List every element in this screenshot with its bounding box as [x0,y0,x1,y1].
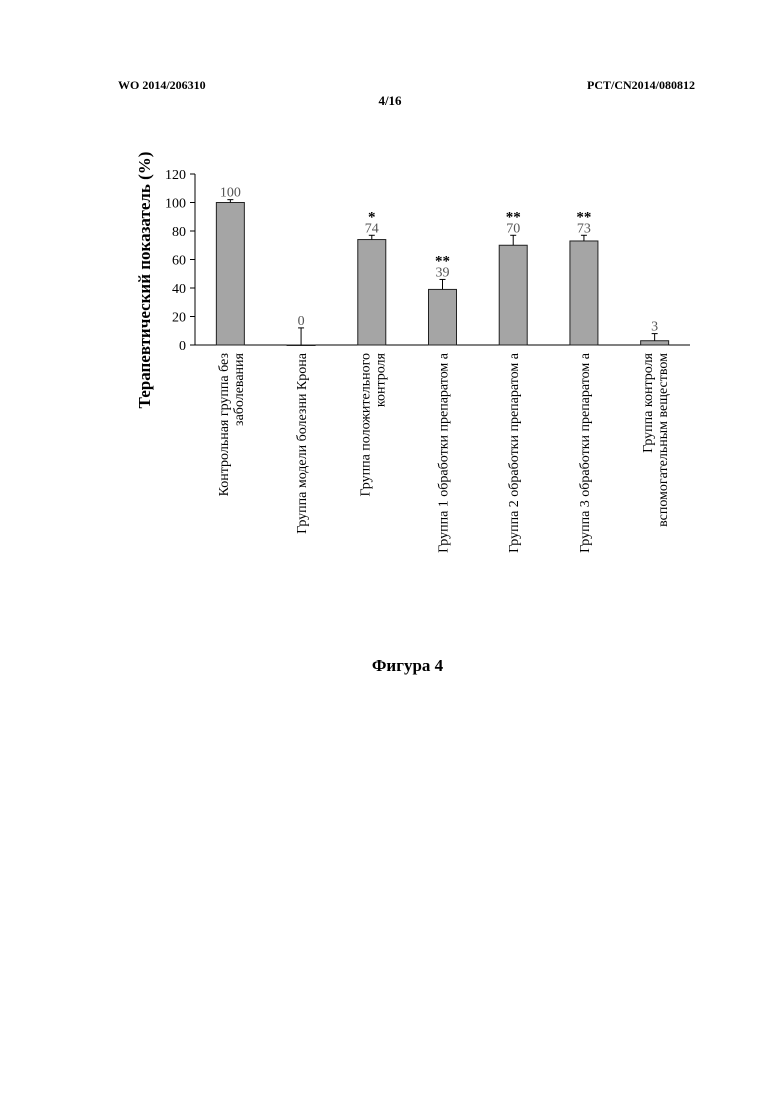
bar [499,245,527,345]
category-label: Группа модели болезни Крона [295,352,310,534]
y-tick-label: 100 [165,197,186,212]
y-axis-label: Терапевтический показатель (%) [135,152,154,409]
bar-chart: Терапевтический показатель (%) 0 20 40 60 80… [0,0,780,640]
category-labels: Контрольная группа беззаболевания Группа … [217,352,671,553]
significance-marker: ** [435,253,450,269]
bars: 100074*39**70**73**3 [216,186,668,346]
figure-caption: Фигура 4 [0,656,780,676]
category-label: Группа контроля [641,352,656,452]
value-label: 100 [220,186,241,201]
category-label: вспомогательным веществом [656,353,671,527]
category-label: Группа 2 обработки препаратом а [507,352,522,553]
category-label: Группа 1 обработки препаратом а [437,352,452,553]
y-tick-label: 0 [179,339,186,354]
category-label: контроля [373,352,388,407]
significance-marker: ** [506,209,521,225]
y-tick-label: 80 [172,225,186,240]
y-tick-label: 60 [172,254,186,269]
value-label: 0 [298,314,305,329]
y-tick-label: 120 [165,168,186,183]
category-label: Группа 3 обработки препаратом а [578,352,593,553]
bar [216,203,244,346]
bar [641,341,669,345]
significance-marker: * [368,209,376,225]
bar [429,289,457,345]
bar [570,241,598,345]
bar [287,345,315,346]
category-label: заболевания [232,352,247,426]
bar [358,240,386,345]
category-label: Группа положительного [358,353,373,496]
y-ticks: 0 20 40 60 80 100 120 [165,168,195,354]
category-label: Контрольная группа без [217,353,232,497]
value-label: 3 [651,320,658,335]
y-tick-label: 20 [172,311,186,326]
significance-marker: ** [576,209,591,225]
y-tick-label: 40 [172,282,186,297]
